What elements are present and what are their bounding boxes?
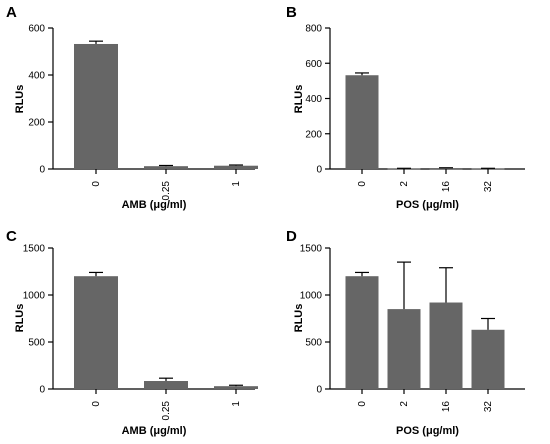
panel-letter: C [6, 228, 17, 245]
x-tick-label: 16 [441, 181, 452, 193]
x-tick-label: 16 [441, 401, 452, 413]
x-tick-label: 32 [483, 401, 494, 413]
y-tick-label: 0 [39, 165, 45, 176]
y-tick-label: 800 [305, 24, 322, 35]
y-tick-label: 0 [316, 385, 322, 396]
panel-d: D 0 500 1000 1500 RLUs 0 2 16 32 POS (μg/ml) [286, 228, 525, 437]
panel-letter: D [286, 228, 297, 245]
x-axis-title: AMB (μg/ml) [122, 425, 187, 437]
y-tick-label: 0 [39, 385, 45, 396]
x-tick-label: 1 [231, 401, 242, 407]
bar-a-0.25 [144, 166, 188, 169]
y-tick-label: 400 [305, 94, 322, 105]
x-tick-label: 0 [91, 181, 102, 187]
x-tick-label: 0.25 [161, 181, 172, 201]
bar-d-0 [345, 276, 379, 389]
panel-letter: A [6, 4, 17, 21]
y-axis-title: RLUs [293, 304, 305, 333]
x-tick-label: 2 [399, 181, 410, 187]
y-axis-title: RLUs [14, 85, 26, 114]
y-tick-label: 600 [305, 59, 322, 70]
y-axis-title: RLUs [293, 85, 305, 114]
bar-c-0.25 [144, 381, 188, 389]
y-tick-label: 0 [316, 165, 322, 176]
x-tick-label: 0 [91, 401, 102, 407]
x-tick-label: 0.25 [161, 401, 172, 421]
y-tick-label: 200 [305, 129, 322, 140]
bar-d-2 [387, 309, 421, 389]
bar-d-32 [471, 329, 505, 389]
x-axis-title: AMB (μg/ml) [122, 199, 187, 211]
y-tick-label: 1500 [23, 244, 46, 255]
x-tick-label: 0 [357, 401, 368, 407]
bar-a-1 [214, 165, 258, 169]
panel-a: A 0 200 400 600 RLUs 0 0.25 1 AMB (μg/ml) [6, 4, 258, 211]
x-tick-label: 32 [483, 181, 494, 193]
y-axis-title: RLUs [14, 304, 26, 333]
bar-c-1 [214, 386, 258, 389]
y-tick-label: 1000 [23, 291, 46, 302]
y-tick-label: 1000 [300, 291, 323, 302]
y-tick-label: 400 [28, 71, 45, 82]
y-tick-label: 600 [28, 24, 45, 35]
x-tick-label: 2 [399, 401, 410, 407]
x-axis-title: POS (μg/ml) [396, 425, 459, 437]
panel-b: B 0 200 400 600 800 RLUs 0 2 16 32 POS (μg/ml) [286, 4, 525, 211]
x-axis-title: POS (μg/ml) [396, 199, 459, 211]
bar-d-16 [429, 302, 463, 389]
panel-c: C 0 500 1000 1500 RLUs 0 0.25 1 AMB (μg/ml) [6, 228, 258, 437]
bar-b-16 [429, 168, 463, 170]
y-tick-label: 500 [305, 338, 322, 349]
x-tick-label: 0 [357, 181, 368, 187]
bar-a-0 [74, 43, 118, 170]
x-tick-label: 1 [231, 181, 242, 187]
y-tick-label: 1500 [300, 244, 323, 255]
bar-c-0 [74, 276, 118, 389]
y-tick-label: 500 [28, 338, 45, 349]
y-tick-label: 200 [28, 118, 45, 129]
panel-letter: B [286, 4, 297, 21]
bar-b-0 [345, 75, 379, 169]
